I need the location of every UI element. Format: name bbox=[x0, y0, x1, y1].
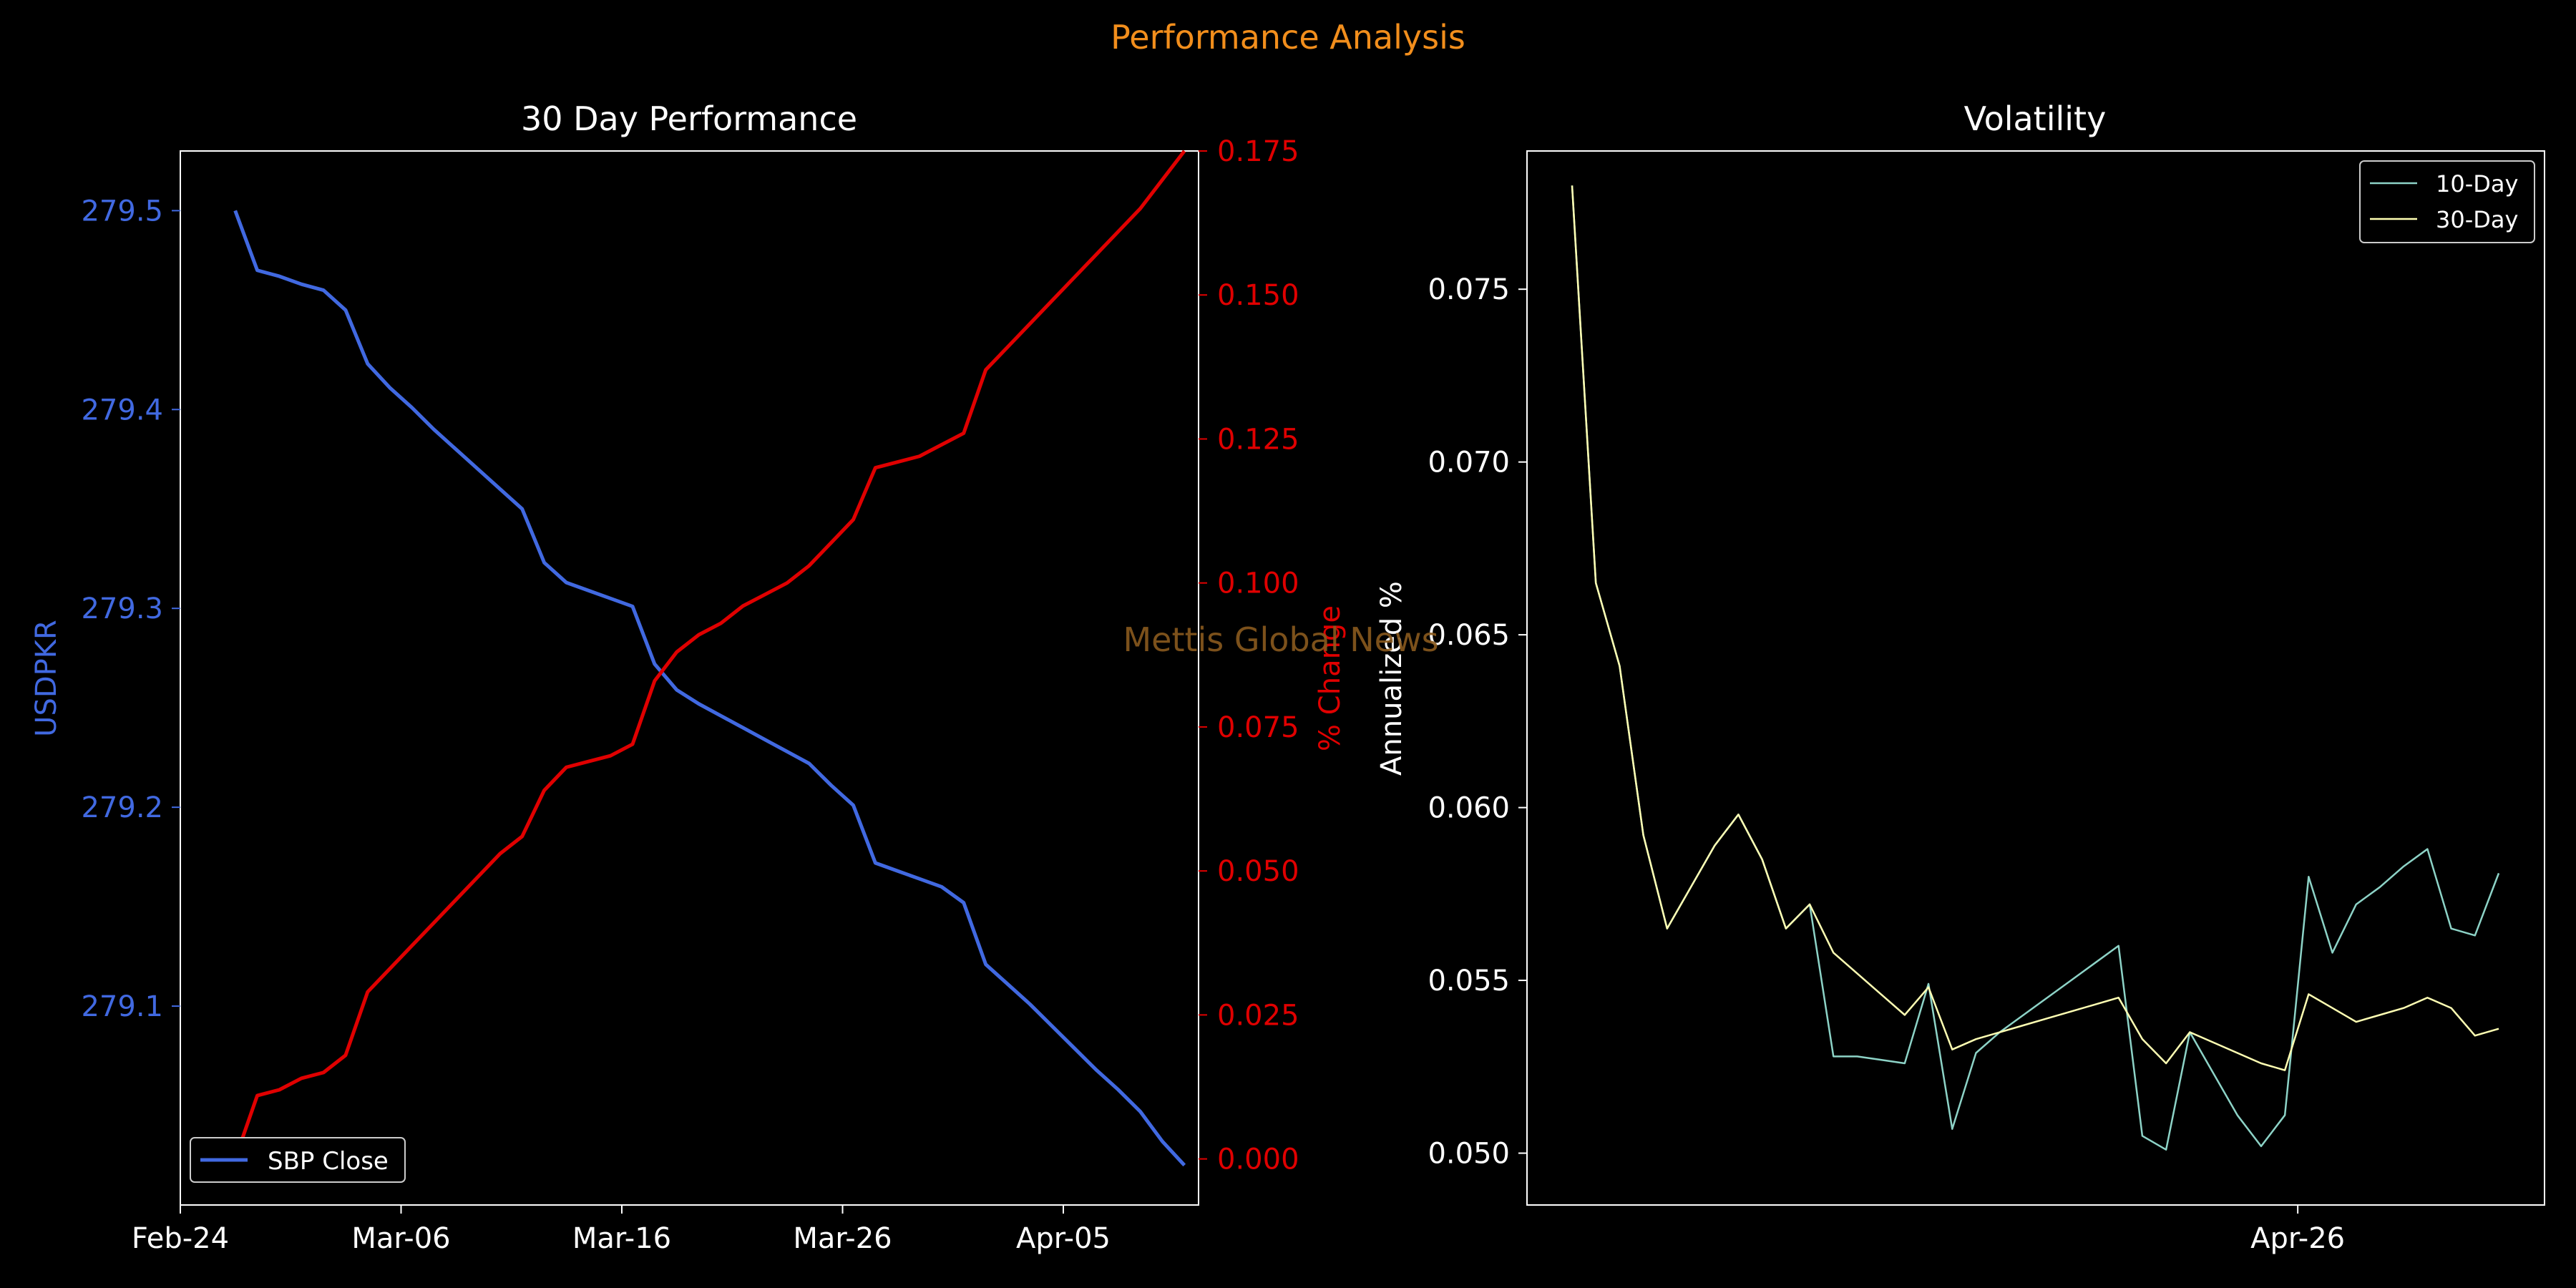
performance-chart: 30 Day Performance USDPKR % Change Feb-2… bbox=[30, 99, 1347, 1255]
volatility-y-tick-label: 0.070 bbox=[1428, 447, 1510, 479]
volatility-y-tick-label: 0.075 bbox=[1428, 273, 1510, 306]
watermark: Mettis Global News bbox=[1123, 620, 1438, 659]
x-tick-label: Feb-24 bbox=[132, 1222, 229, 1255]
right-y-tick-label: 0.050 bbox=[1217, 855, 1299, 888]
legend-label-10-day: 10-Day bbox=[2436, 170, 2518, 197]
legend-box bbox=[190, 1137, 406, 1183]
volatility-y-tick-label: 0.050 bbox=[1428, 1138, 1510, 1171]
performance-plot-frame bbox=[180, 150, 1199, 1206]
left-y-tick-label: 279.1 bbox=[81, 990, 163, 1023]
volatility-axis-label: Annualized % bbox=[1375, 581, 1408, 776]
figure-title: Performance Analysis bbox=[1111, 18, 1465, 57]
volatility-chart-title: Volatility bbox=[1964, 99, 2107, 138]
volatility-plot-area: 0.050 0.055 0.060 0.065 0.070 0.075 Apr-26 10-D… bbox=[1428, 150, 2545, 1255]
performance-legend: SBP Close bbox=[190, 1137, 406, 1183]
x-tick-label: Mar-26 bbox=[793, 1222, 892, 1255]
legend-label-sbp-close: SBP Close bbox=[268, 1147, 389, 1176]
performance-chart-title: 30 Day Performance bbox=[521, 99, 857, 138]
volatility-chart: Volatility Annualized % 0.0500.0550.0600… bbox=[1375, 99, 2545, 1255]
volatility-y-tick-label: 0.065 bbox=[1428, 619, 1510, 652]
volatility-y-tick-label: 0.060 bbox=[1428, 792, 1510, 825]
volatility-y-tick-label: 0.055 bbox=[1428, 965, 1510, 997]
series-line-pct-change bbox=[233, 150, 1186, 1160]
performance-plot-area: Feb-24 Mar-06 Mar-16 Mar-26 Apr-05 279.1 279.2… bbox=[81, 135, 1299, 1255]
left-y-tick-label: 279.2 bbox=[81, 791, 163, 824]
right-y-tick-label: 0.125 bbox=[1217, 423, 1299, 456]
volatility-legend: 10-Day 30-Day bbox=[2359, 160, 2535, 243]
series-line-sbp-close bbox=[233, 210, 1186, 1167]
right-y-tick-label: 0.075 bbox=[1217, 711, 1299, 744]
legend-label-30-day: 30-Day bbox=[2436, 206, 2518, 233]
left-y-tick-label: 279.4 bbox=[81, 394, 163, 426]
volatility-plot-frame bbox=[1526, 150, 2545, 1206]
right-y-tick-label: 0.175 bbox=[1217, 135, 1299, 168]
right-y-tick-label: 0.025 bbox=[1217, 999, 1299, 1032]
left-y-tick-label: 279.3 bbox=[81, 592, 163, 625]
left-axis-label: USDPKR bbox=[30, 620, 63, 737]
left-y-tick-label: 279.5 bbox=[81, 195, 163, 228]
right-y-tick-label: 0.150 bbox=[1217, 279, 1299, 312]
x-tick-label: Mar-06 bbox=[351, 1222, 450, 1255]
x-tick-label: Mar-16 bbox=[572, 1222, 671, 1255]
x-tick-label: Apr-05 bbox=[1016, 1222, 1111, 1255]
right-y-tick-label: 0.100 bbox=[1217, 567, 1299, 600]
right-y-tick-label: 0.000 bbox=[1217, 1143, 1299, 1176]
volatility-x-tick-label: Apr-26 bbox=[2250, 1222, 2345, 1255]
series-line-30-day bbox=[1571, 185, 2499, 1071]
right-axis-label: % Change bbox=[1314, 605, 1347, 751]
legend-box bbox=[2359, 160, 2535, 243]
